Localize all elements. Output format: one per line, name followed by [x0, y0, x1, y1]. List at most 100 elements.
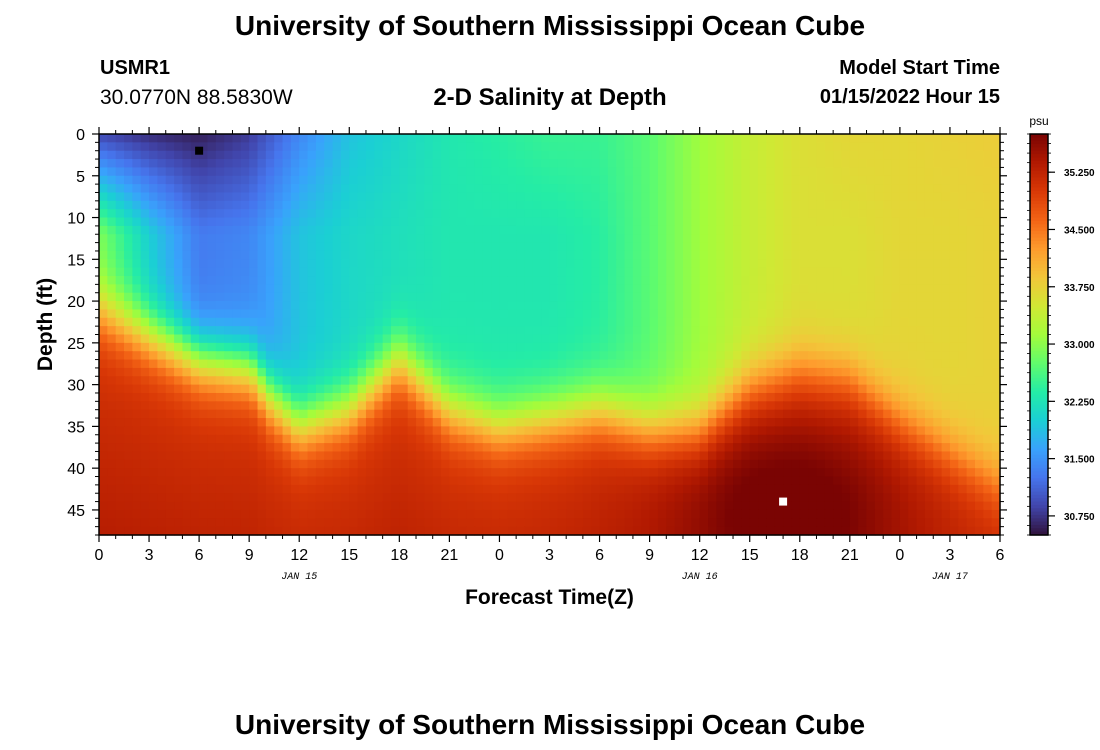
heatmap-cell [916, 384, 926, 394]
heatmap-cell [733, 409, 742, 419]
heatmap-cell [724, 259, 734, 269]
heatmap-cell [541, 259, 551, 269]
heatmap-cell [616, 292, 626, 302]
heatmap-cell [958, 392, 968, 402]
heatmap-cell [866, 200, 876, 210]
heatmap-cell [449, 301, 459, 311]
heatmap-cell [315, 284, 325, 294]
heatmap-cell [107, 376, 117, 386]
heatmap-cell [582, 359, 592, 369]
heatmap-cell [849, 384, 859, 394]
heatmap-cell [958, 309, 968, 319]
heatmap-cell [340, 242, 350, 252]
heatmap-cell [466, 501, 476, 511]
heatmap-cell [424, 150, 434, 160]
heatmap-cell [140, 276, 150, 285]
heatmap-cell [416, 359, 425, 369]
heatmap-cell [491, 309, 501, 319]
heatmap-cell [232, 284, 242, 294]
heatmap-cell [249, 476, 259, 486]
heatmap-cell [549, 451, 559, 461]
heatmap-cell [691, 301, 701, 311]
heatmap-cell [332, 392, 342, 402]
heatmap-cell [424, 367, 434, 377]
heatmap-cell [549, 376, 559, 386]
heatmap-cell [741, 376, 751, 386]
heatmap-cell [265, 351, 275, 361]
heatmap-cell [682, 376, 692, 386]
heatmap-cell [824, 367, 834, 377]
heatmap-cell [874, 451, 884, 461]
heatmap-cell [891, 367, 901, 377]
heatmap-cell [99, 142, 108, 152]
heatmap-cell [974, 167, 984, 177]
heatmap-cell [582, 217, 592, 227]
heatmap-cell [949, 292, 959, 302]
heatmap-cell [174, 476, 184, 486]
heatmap-cell [332, 159, 342, 169]
heatmap-cell [599, 209, 609, 219]
heatmap-cell [416, 200, 425, 210]
heatmap-cell [808, 150, 818, 160]
heatmap-cell [182, 426, 192, 436]
heatmap-cell [858, 242, 868, 252]
heatmap-cell [941, 509, 951, 519]
heatmap-cell [741, 418, 751, 427]
heatmap-cell [574, 250, 584, 260]
heatmap-cell [224, 351, 234, 361]
heatmap-cell [624, 418, 634, 427]
heatmap-cell [265, 175, 275, 185]
heatmap-cell [566, 367, 576, 377]
heatmap-cell [499, 175, 509, 185]
heatmap-cell [124, 234, 133, 244]
heatmap-cell [657, 459, 667, 469]
heatmap-cell [390, 292, 400, 302]
heatmap-cell [115, 401, 125, 411]
heatmap-cell [332, 509, 342, 519]
heatmap-cell [708, 259, 717, 269]
heatmap-cell [99, 167, 108, 177]
heatmap-cell [966, 150, 976, 160]
heatmap-cell [199, 493, 209, 503]
heatmap-cell [99, 434, 108, 444]
heatmap-cell [190, 301, 200, 311]
heatmap-cell [165, 426, 175, 436]
heatmap-cell [833, 459, 843, 469]
heatmap-cell [899, 159, 909, 169]
heatmap-cell [390, 175, 400, 185]
heatmap-cell [390, 234, 400, 244]
heatmap-cell [682, 359, 692, 369]
heatmap-cell [257, 376, 267, 386]
heatmap-cell [182, 309, 192, 319]
heatmap-cell [791, 484, 801, 494]
heatmap-cell [449, 217, 459, 227]
heatmap-cell [649, 434, 659, 444]
heatmap-cell [232, 518, 242, 528]
heatmap-cell [883, 334, 893, 344]
heatmap-cell [424, 134, 434, 143]
heatmap-cell [816, 484, 826, 494]
heatmap-cell [741, 309, 751, 319]
heatmap-cell [424, 401, 434, 411]
heatmap-cell [516, 418, 526, 427]
heatmap-cell [190, 259, 200, 269]
heatmap-cell [499, 192, 509, 202]
heatmap-cell [441, 434, 450, 444]
heatmap-cell [899, 334, 909, 344]
heatmap-cell [257, 476, 267, 486]
heatmap-cell [641, 384, 651, 394]
heatmap-cell [566, 150, 576, 160]
heatmap-cell [124, 509, 133, 519]
heatmap-cell [390, 217, 400, 227]
heatmap-cell [699, 267, 709, 277]
heatmap-cell [424, 167, 434, 177]
heatmap-cell [724, 317, 734, 327]
heatmap-cell [315, 150, 325, 160]
heatmap-cell [866, 267, 876, 277]
heatmap-cell [157, 376, 167, 386]
heatmap-cell [332, 192, 342, 202]
heatmap-cell [566, 276, 576, 285]
heatmap-cell [966, 401, 976, 411]
heatmap-cell [299, 359, 309, 369]
heatmap-cell [632, 276, 642, 285]
